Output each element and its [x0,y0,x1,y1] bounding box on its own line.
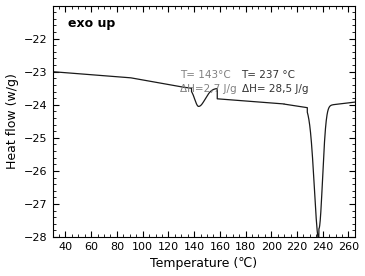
Text: exo up: exo up [68,17,115,30]
Y-axis label: Heat flow (w/g): Heat flow (w/g) [5,73,19,169]
X-axis label: Temperature (℃): Temperature (℃) [150,258,257,270]
Text: T= 237 °C
ΔH= 28,5 J/g: T= 237 °C ΔH= 28,5 J/g [242,70,308,94]
Text: T= 143°C
ΔH=2,7 J/g: T= 143°C ΔH=2,7 J/g [180,70,236,94]
